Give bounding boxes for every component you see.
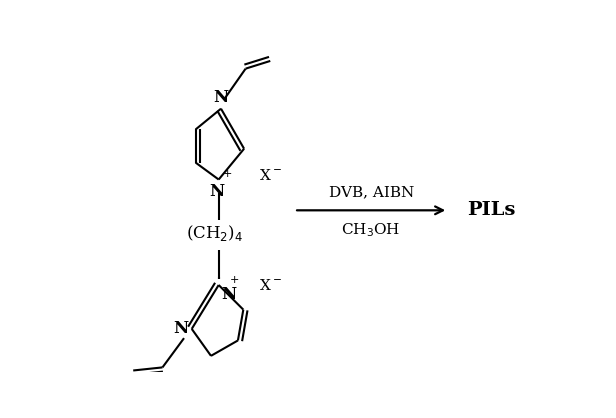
Text: N: N (221, 286, 236, 303)
Text: +: + (223, 169, 233, 179)
Text: X$^-$: X$^-$ (259, 278, 282, 293)
Text: PILs: PILs (468, 201, 516, 219)
Text: X$^-$: X$^-$ (259, 168, 282, 183)
Text: (CH$_2$)$_4$: (CH$_2$)$_4$ (186, 223, 243, 243)
Text: CH$_3$OH: CH$_3$OH (341, 221, 401, 239)
Text: N: N (213, 89, 229, 106)
Text: DVB, AIBN: DVB, AIBN (328, 186, 414, 199)
Text: N: N (209, 183, 225, 200)
Text: +: + (229, 275, 239, 285)
Text: N: N (174, 321, 188, 337)
